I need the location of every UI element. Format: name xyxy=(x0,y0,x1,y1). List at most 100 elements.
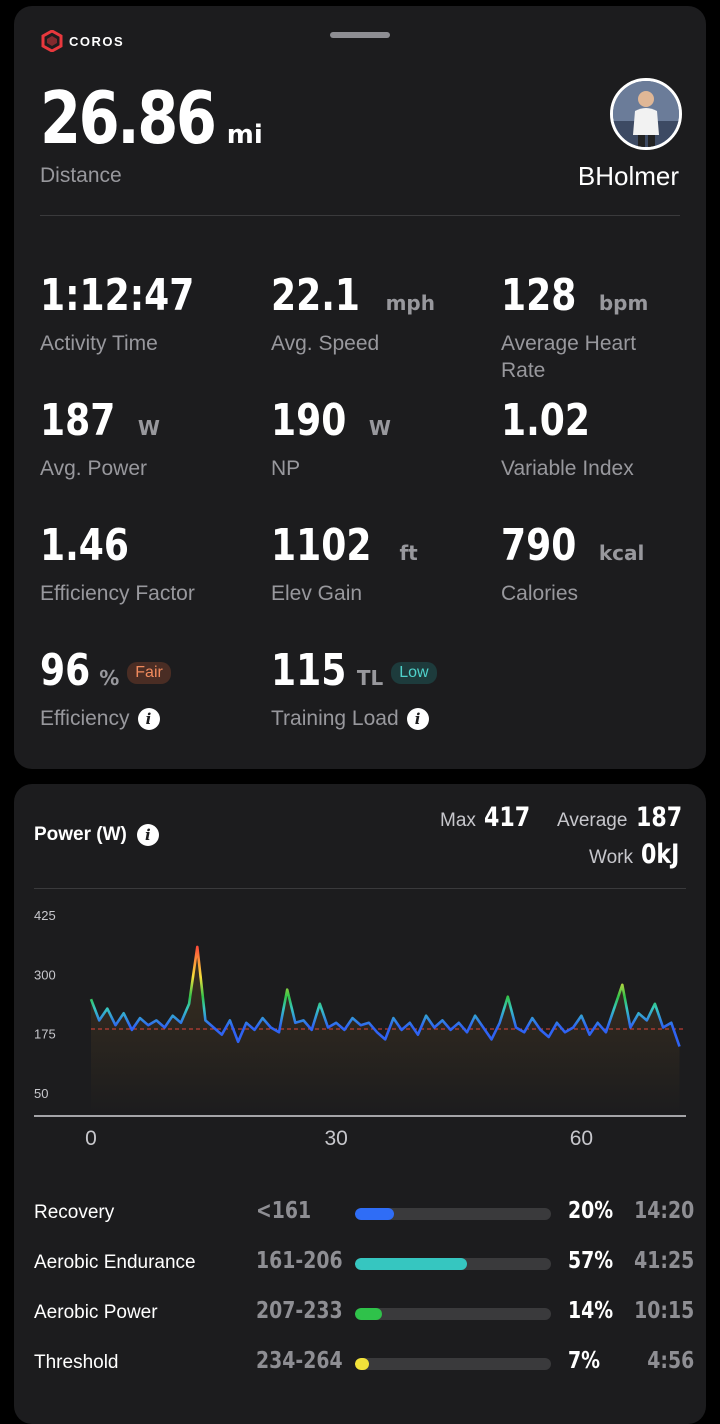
info-icon[interactable]: i xyxy=(136,824,159,846)
zone-row-aerobic-endurance: Aerobic Endurance 161-206 57% 41:25 xyxy=(34,1248,694,1278)
metric-value: 1:12:47 xyxy=(40,270,195,321)
power-series-line xyxy=(89,945,681,1047)
metric-avg-speed: 22.1 mph Avg. Speed xyxy=(271,270,491,357)
distance-label: Distance xyxy=(40,164,122,187)
metric-np: 190 W NP xyxy=(271,395,491,482)
max-stat: Max 417 xyxy=(440,802,541,833)
metric-unit: mph xyxy=(385,291,435,315)
zone-row-threshold: Threshold 234-264 7% 4:56 xyxy=(34,1348,694,1378)
metric-activity-time: 1:12:47 Activity Time xyxy=(40,270,260,357)
metric-value: 128 xyxy=(501,270,577,321)
coros-logo: COROS xyxy=(41,30,124,52)
metric-value: 1.02 xyxy=(501,395,591,446)
zone-percent: 57% xyxy=(568,1248,614,1274)
x-tick-label: 60 xyxy=(570,1127,593,1150)
zone-bar-fill xyxy=(355,1358,369,1370)
zone-bar xyxy=(355,1258,551,1270)
metric-efficiency: 96% Fair Efficiency i xyxy=(40,645,260,732)
metric-label: Training Load xyxy=(271,707,399,730)
zone-range: 207-233 xyxy=(256,1298,343,1324)
metric-unit: ft xyxy=(399,541,418,565)
zone-bar-fill xyxy=(355,1308,383,1320)
metric-value: 187 xyxy=(40,395,116,446)
power-divider xyxy=(34,888,686,889)
max-label: Max xyxy=(440,810,476,831)
zone-time: 14:20 xyxy=(633,1198,694,1224)
x-axis-ticks: 0 30 60 xyxy=(85,1127,593,1150)
distance-value: 26.86 mi xyxy=(40,76,263,160)
metric-avg-heart-rate: 128 bpm Average Heart Rate xyxy=(501,270,671,384)
metric-avg-power: 187 W Avg. Power xyxy=(40,395,260,482)
info-icon[interactable]: i xyxy=(406,708,429,731)
power-title: Power (W) i xyxy=(34,824,159,846)
metric-value: 1102 xyxy=(271,520,372,571)
efficiency-badge: Fair xyxy=(127,662,171,684)
power-title-text: Power (W) xyxy=(34,824,127,846)
info-icon[interactable]: i xyxy=(137,708,160,731)
max-value: 417 xyxy=(484,802,531,833)
metric-label: Average Heart Rate xyxy=(501,332,637,382)
metric-value: 790 xyxy=(501,520,577,571)
zone-name: Recovery xyxy=(34,1202,115,1223)
zone-name: Aerobic Endurance xyxy=(34,1252,196,1273)
metric-label: Calories xyxy=(501,582,579,605)
metric-variable-index: 1.02 Variable Index xyxy=(501,395,720,482)
zone-percent: 14% xyxy=(568,1298,614,1324)
activity-summary-card: COROS 26.86 mi Distance BHolmer 1:12:47 … xyxy=(14,6,706,769)
metric-elev-gain: 1102 ft Elev Gain xyxy=(271,520,491,607)
coros-logo-icon xyxy=(41,30,63,52)
zone-range: 161-206 xyxy=(256,1248,343,1274)
distance-number: 26.86 xyxy=(40,76,217,160)
metric-unit: W xyxy=(137,416,160,440)
zone-bar xyxy=(355,1208,551,1220)
x-tick-label: 30 xyxy=(325,1127,348,1150)
metric-value: 96 xyxy=(40,645,91,696)
metric-label: Variable Index xyxy=(501,457,634,480)
zone-range: 234-264 xyxy=(256,1348,343,1374)
metric-label: Elev Gain xyxy=(271,582,363,605)
zone-row-aerobic-power: Aerobic Power 207-233 14% 10:15 xyxy=(34,1298,694,1328)
brand-name: COROS xyxy=(69,33,125,49)
metric-value: 22.1 xyxy=(271,270,361,321)
metric-value: 1.46 xyxy=(40,520,130,571)
y-tick-label: 425 xyxy=(34,908,56,923)
avatar[interactable] xyxy=(610,78,682,150)
x-tick-label: 0 xyxy=(85,1127,97,1150)
zone-percent: 20% xyxy=(568,1198,614,1224)
average-stat: Average 187 xyxy=(557,802,692,833)
power-card: Power (W) i Max 417 Average 187 Work 0kJ xyxy=(14,784,706,1424)
zone-time: 10:15 xyxy=(633,1298,694,1324)
metric-label: Avg. Speed xyxy=(271,332,380,355)
zone-name: Aerobic Power xyxy=(34,1302,158,1323)
work-label: Work xyxy=(589,847,633,868)
chart-area-fill xyxy=(91,946,680,1114)
zone-time: 41:25 xyxy=(633,1248,694,1274)
training-load-badge: Low xyxy=(391,662,437,684)
work-value: 0kJ xyxy=(641,839,680,870)
drag-handle[interactable] xyxy=(330,32,390,38)
average-label: Average xyxy=(557,810,628,831)
metric-label: Activity Time xyxy=(40,332,158,355)
metric-unit: % xyxy=(99,666,120,690)
metric-label: NP xyxy=(271,457,301,480)
metric-label: Avg. Power xyxy=(40,457,147,480)
distance-unit: mi xyxy=(226,120,263,150)
metric-label: Efficiency xyxy=(40,707,130,730)
zone-row-recovery: Recovery <161 20% 14:20 xyxy=(34,1198,694,1228)
work-stat: Work 0kJ xyxy=(589,839,688,870)
zone-time: 4:56 xyxy=(647,1348,694,1374)
metric-unit: TL xyxy=(356,666,384,690)
power-chart[interactable]: 425 300 175 50 0 30 60 xyxy=(14,894,706,1154)
metric-training-load: 115 TL Low Training Load i xyxy=(271,645,511,732)
metric-unit: W xyxy=(368,416,391,440)
username: BHolmer xyxy=(577,161,679,191)
y-tick-label: 50 xyxy=(34,1086,48,1101)
metric-calories: 790 kcal Calories xyxy=(501,520,720,607)
metric-unit: bpm xyxy=(598,291,649,315)
metric-label: Efficiency Factor xyxy=(40,582,195,605)
zone-bar xyxy=(355,1358,551,1370)
metric-unit: kcal xyxy=(598,541,645,565)
y-tick-label: 300 xyxy=(34,967,56,982)
zone-range: <161 xyxy=(256,1198,312,1224)
metric-value: 115 xyxy=(271,645,347,696)
